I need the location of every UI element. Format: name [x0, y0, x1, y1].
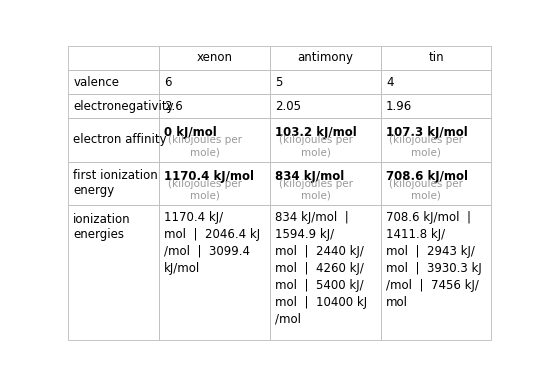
- Bar: [270, 94, 381, 118]
- Text: electron affinity: electron affinity: [73, 133, 167, 146]
- Text: 1170.4 kJ/
mol  |  2046.4 kJ
/mol  |  3099.4
kJ/mol: 1170.4 kJ/ mol | 2046.4 kJ /mol | 3099.4…: [164, 210, 260, 275]
- Text: 103.2 kJ/mol: 103.2 kJ/mol: [275, 126, 357, 139]
- Text: antimony: antimony: [298, 52, 353, 65]
- Bar: [381, 162, 491, 205]
- Bar: [159, 70, 270, 94]
- Text: 834 kJ/mol: 834 kJ/mol: [275, 170, 345, 183]
- Text: 834 kJ/mol  |
1594.9 kJ/
mol  |  2440 kJ/
mol  |  4260 kJ/
mol  |  5400 kJ/
mol : 834 kJ/mol | 1594.9 kJ/ mol | 2440 kJ/ m…: [275, 210, 367, 325]
- Bar: [381, 46, 491, 70]
- Text: 5: 5: [275, 76, 282, 89]
- Text: (kilojoules per
mole): (kilojoules per mole): [278, 179, 353, 201]
- Text: first ionization
energy: first ionization energy: [73, 170, 158, 197]
- Text: xenon: xenon: [197, 52, 233, 65]
- Text: ionization
energies: ionization energies: [73, 213, 131, 241]
- Text: (kilojoules per
mole): (kilojoules per mole): [389, 179, 464, 201]
- Bar: [159, 94, 270, 118]
- Bar: [381, 205, 491, 340]
- Text: (kilojoules per
mole): (kilojoules per mole): [389, 136, 464, 157]
- Bar: [270, 162, 381, 205]
- Bar: [270, 46, 381, 70]
- Bar: [381, 94, 491, 118]
- Bar: [68, 162, 159, 205]
- Text: 708.6 kJ/mol: 708.6 kJ/mol: [386, 170, 468, 183]
- Text: 107.3 kJ/mol: 107.3 kJ/mol: [386, 126, 468, 139]
- Bar: [159, 162, 270, 205]
- Bar: [68, 205, 159, 340]
- Bar: [159, 118, 270, 162]
- Bar: [68, 70, 159, 94]
- Text: 1.96: 1.96: [386, 100, 412, 113]
- Bar: [381, 70, 491, 94]
- Bar: [68, 118, 159, 162]
- Bar: [270, 118, 381, 162]
- Text: 2.05: 2.05: [275, 100, 301, 113]
- Text: tin: tin: [429, 52, 444, 65]
- Text: (kilojoules per
mole): (kilojoules per mole): [168, 136, 242, 157]
- Bar: [159, 205, 270, 340]
- Bar: [270, 205, 381, 340]
- Text: (kilojoules per
mole): (kilojoules per mole): [278, 136, 353, 157]
- Text: (kilojoules per
mole): (kilojoules per mole): [168, 179, 242, 201]
- Text: valence: valence: [73, 76, 120, 89]
- Bar: [68, 94, 159, 118]
- Bar: [68, 46, 159, 70]
- Bar: [381, 118, 491, 162]
- Bar: [270, 70, 381, 94]
- Bar: [159, 46, 270, 70]
- Text: 4: 4: [386, 76, 394, 89]
- Text: 2.6: 2.6: [164, 100, 183, 113]
- Text: 6: 6: [164, 76, 172, 89]
- Text: 0 kJ/mol: 0 kJ/mol: [164, 126, 217, 139]
- Text: 708.6 kJ/mol  |
1411.8 kJ/
mol  |  2943 kJ/
mol  |  3930.3 kJ
/mol  |  7456 kJ/
: 708.6 kJ/mol | 1411.8 kJ/ mol | 2943 kJ/…: [386, 210, 482, 309]
- Text: electronegativity: electronegativity: [73, 100, 174, 113]
- Text: 1170.4 kJ/mol: 1170.4 kJ/mol: [164, 170, 254, 183]
